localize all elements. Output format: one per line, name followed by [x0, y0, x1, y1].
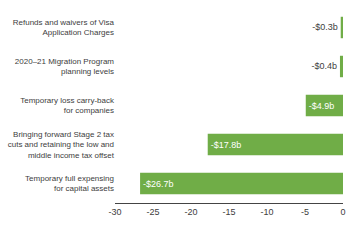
svg-text:-20: -20 — [184, 207, 197, 217]
svg-text:Bringing forward Stage 2 taxcu: Bringing forward Stage 2 taxcuts and ret… — [8, 130, 115, 160]
svg-text:Refunds and waivers of VisaApp: Refunds and waivers of VisaApplication C… — [13, 18, 115, 37]
svg-text:-10: -10 — [260, 207, 273, 217]
svg-text:0: 0 — [340, 207, 345, 217]
svg-text:-$0.4b: -$0.4b — [311, 61, 337, 71]
svg-text:-5: -5 — [301, 207, 309, 217]
svg-text:-$4.9b: -$4.9b — [309, 101, 335, 111]
svg-text:2020–21 Migration Programplann: 2020–21 Migration Programplanning levels — [15, 57, 115, 76]
svg-text:-30: -30 — [108, 207, 121, 217]
svg-text:-$0.3b: -$0.3b — [312, 22, 338, 32]
svg-text:-$26.7b: -$26.7b — [143, 179, 174, 189]
svg-text:-25: -25 — [146, 207, 159, 217]
svg-text:-$17.8b: -$17.8b — [211, 140, 242, 150]
svg-text:Temporary loss carry-backfor c: Temporary loss carry-backfor companies — [20, 96, 115, 115]
svg-text:Temporary full expensingfor ca: Temporary full expensingfor capital asse… — [25, 174, 114, 193]
svg-text:-15: -15 — [222, 207, 235, 217]
